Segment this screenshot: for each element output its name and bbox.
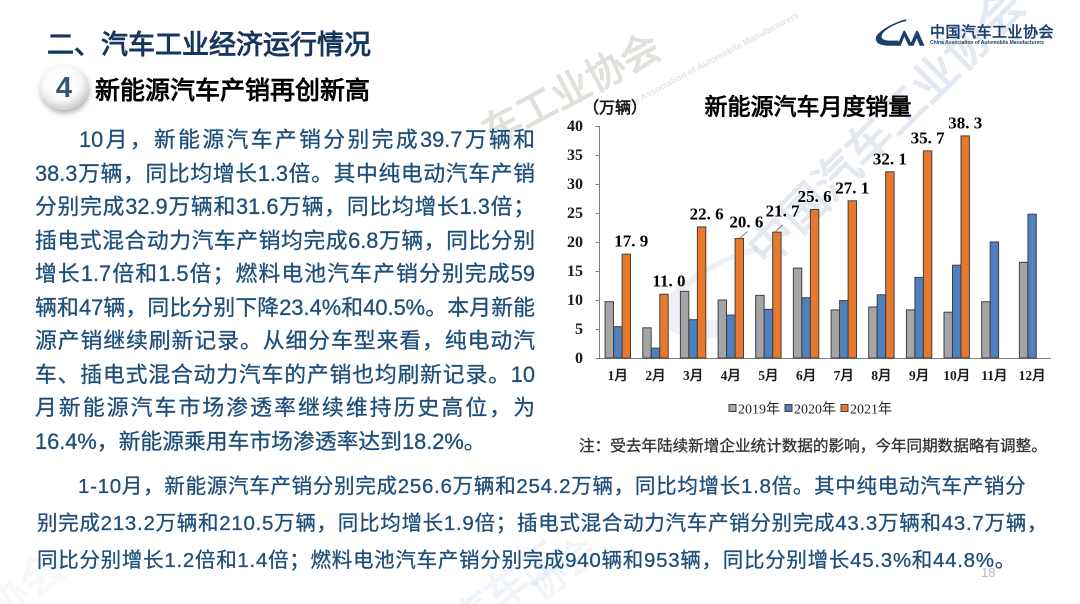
svg-text:35. 7: 35. 7 (911, 128, 946, 147)
svg-text:11. 0: 11. 0 (652, 272, 685, 291)
svg-text:0: 0 (575, 350, 583, 367)
svg-text:12月: 12月 (1019, 368, 1046, 383)
svg-text:5月: 5月 (758, 368, 778, 383)
svg-text:20. 6: 20. 6 (729, 213, 763, 232)
svg-text:25: 25 (567, 205, 583, 222)
svg-text:25. 6: 25. 6 (798, 187, 832, 206)
svg-text:2019年: 2019年 (738, 402, 780, 418)
svg-text:10: 10 (567, 292, 583, 309)
svg-text:3月: 3月 (683, 368, 703, 383)
svg-text:5: 5 (575, 321, 583, 338)
svg-text:20: 20 (567, 234, 583, 251)
svg-text:8月: 8月 (871, 368, 891, 383)
svg-text:4月: 4月 (721, 368, 741, 383)
svg-text:40: 40 (567, 118, 583, 135)
svg-text:21. 7: 21. 7 (766, 202, 801, 221)
svg-text:2020年: 2020年 (794, 402, 836, 418)
svg-text:2月: 2月 (645, 368, 665, 383)
svg-text:9月: 9月 (909, 368, 929, 383)
svg-text:1月: 1月 (608, 368, 628, 383)
svg-text:30: 30 (567, 176, 583, 193)
svg-text:32. 1: 32. 1 (873, 149, 907, 168)
svg-text:6月: 6月 (796, 368, 816, 383)
svg-text:35: 35 (567, 147, 583, 164)
svg-text:22. 6: 22. 6 (690, 204, 724, 223)
svg-text:27. 1: 27. 1 (835, 178, 869, 197)
svg-text:2021年: 2021年 (850, 402, 892, 418)
svg-text:17. 9: 17. 9 (614, 232, 648, 251)
svg-text:11月: 11月 (981, 368, 1007, 383)
svg-text:10月: 10月 (943, 368, 970, 383)
svg-text:新能源汽车月度销量: 新能源汽车月度销量 (705, 94, 912, 120)
svg-text:（万辆）: （万辆） (583, 98, 647, 117)
svg-text:7月: 7月 (834, 368, 854, 383)
svg-text:38. 3: 38. 3 (948, 113, 982, 132)
svg-text:15: 15 (567, 263, 583, 280)
